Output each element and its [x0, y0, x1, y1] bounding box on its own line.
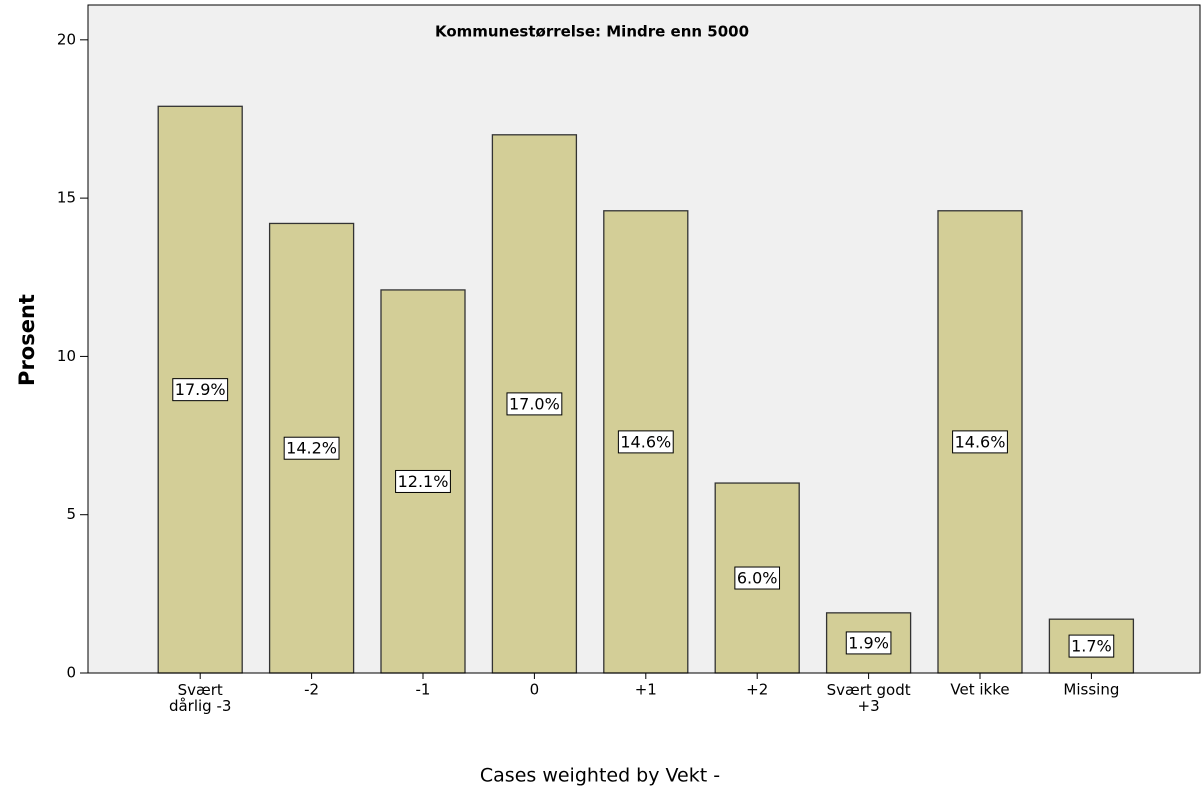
- value-label: 14.2%: [286, 439, 337, 458]
- value-label: 12.1%: [398, 472, 449, 491]
- value-label-box: [506, 392, 563, 416]
- x-tick-label: -1: [416, 681, 431, 699]
- value-label: 6.0%: [737, 569, 778, 588]
- value-label-box: [283, 436, 340, 460]
- value-label-box: [395, 469, 451, 493]
- value-label: 17.9%: [175, 380, 226, 399]
- value-label-box: [617, 430, 674, 454]
- value-label-box: [952, 430, 1008, 454]
- value-label-box: [734, 566, 781, 590]
- value-label: 1.9%: [848, 633, 889, 652]
- value-label: 17.0%: [509, 394, 560, 413]
- value-label: 14.6%: [955, 432, 1006, 451]
- y-tick-label: 15: [57, 189, 76, 207]
- value-label: 14.6%: [620, 432, 671, 451]
- chart-title: Kommunestørrelse: Mindre enn 5000: [435, 23, 749, 41]
- y-tick-label: 10: [57, 347, 76, 365]
- y-tick-label: 0: [66, 664, 76, 682]
- x-tick-label: 0: [530, 681, 540, 699]
- x-tick-label: +2: [746, 681, 768, 699]
- y-tick-label: 5: [66, 505, 76, 523]
- x-tick-label: Svært godt +3: [827, 681, 911, 715]
- x-tick-label: Missing: [1063, 681, 1119, 699]
- x-tick-label: -2: [304, 681, 319, 699]
- x-tick-label: +1: [635, 681, 657, 699]
- value-label: 1.7%: [1071, 637, 1112, 656]
- x-tick-label: Vet ikke: [950, 681, 1009, 699]
- footnote: Cases weighted by Vekt -: [480, 765, 720, 787]
- y-tick-label: 20: [57, 30, 76, 48]
- value-label-box: [1068, 634, 1115, 658]
- value-label-box: [845, 631, 892, 655]
- y-axis-label: Prosent: [15, 294, 39, 386]
- value-label-box: [172, 378, 229, 402]
- x-tick-label: Svært dårlig -3: [169, 681, 231, 715]
